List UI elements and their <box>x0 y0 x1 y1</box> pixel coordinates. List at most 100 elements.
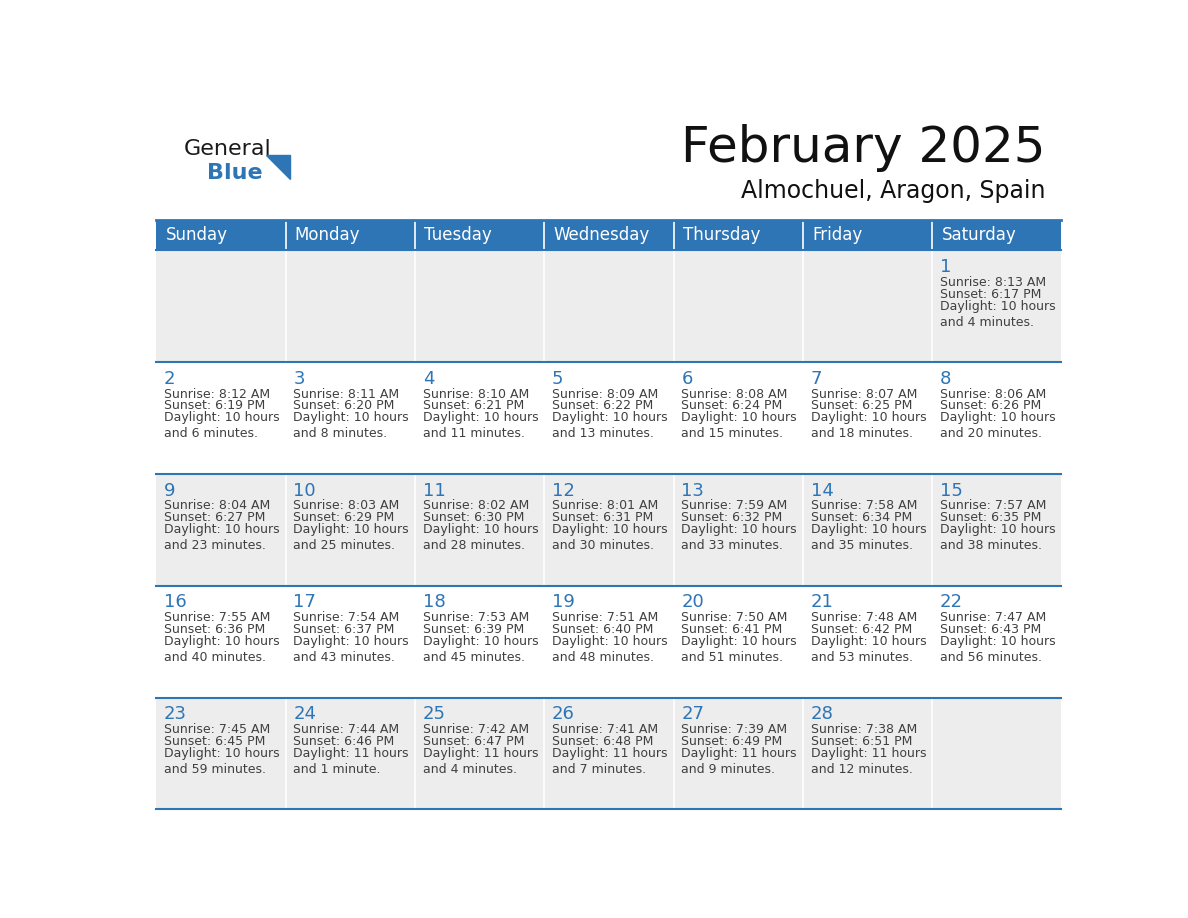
Text: Daylight: 10 hours
and 6 minutes.: Daylight: 10 hours and 6 minutes. <box>164 411 279 441</box>
Text: Daylight: 10 hours
and 13 minutes.: Daylight: 10 hours and 13 minutes. <box>552 411 668 441</box>
Text: 15: 15 <box>940 482 962 499</box>
Text: Sunset: 6:42 PM: Sunset: 6:42 PM <box>810 623 912 636</box>
Text: Almochuel, Aragon, Spain: Almochuel, Aragon, Spain <box>741 179 1045 204</box>
Text: Sunrise: 7:55 AM: Sunrise: 7:55 AM <box>164 611 271 624</box>
Text: Daylight: 11 hours
and 9 minutes.: Daylight: 11 hours and 9 minutes. <box>681 747 797 776</box>
Text: Sunrise: 8:01 AM: Sunrise: 8:01 AM <box>552 499 658 512</box>
Text: Saturday: Saturday <box>941 226 1016 244</box>
Text: Daylight: 10 hours
and 35 minutes.: Daylight: 10 hours and 35 minutes. <box>810 523 927 553</box>
Text: Daylight: 10 hours
and 33 minutes.: Daylight: 10 hours and 33 minutes. <box>681 523 797 553</box>
Text: Sunrise: 7:39 AM: Sunrise: 7:39 AM <box>681 723 788 736</box>
Text: Wednesday: Wednesday <box>554 226 650 244</box>
Text: Daylight: 10 hours
and 48 minutes.: Daylight: 10 hours and 48 minutes. <box>552 635 668 664</box>
Text: Sunrise: 8:13 AM: Sunrise: 8:13 AM <box>940 275 1045 288</box>
Text: Daylight: 11 hours
and 7 minutes.: Daylight: 11 hours and 7 minutes. <box>552 747 668 776</box>
Text: Sunrise: 7:44 AM: Sunrise: 7:44 AM <box>293 723 399 736</box>
Text: Sunrise: 8:10 AM: Sunrise: 8:10 AM <box>423 387 529 400</box>
Text: 3: 3 <box>293 370 305 387</box>
Text: Sunset: 6:24 PM: Sunset: 6:24 PM <box>681 399 783 412</box>
Text: 18: 18 <box>423 593 446 611</box>
Text: Daylight: 10 hours
and 4 minutes.: Daylight: 10 hours and 4 minutes. <box>940 299 1055 329</box>
Text: February 2025: February 2025 <box>682 124 1045 172</box>
Text: 26: 26 <box>552 705 575 723</box>
Text: Daylight: 10 hours
and 23 minutes.: Daylight: 10 hours and 23 minutes. <box>164 523 279 553</box>
Text: Daylight: 11 hours
and 4 minutes.: Daylight: 11 hours and 4 minutes. <box>423 747 538 776</box>
Bar <box>157 698 1061 810</box>
Text: Daylight: 10 hours
and 28 minutes.: Daylight: 10 hours and 28 minutes. <box>423 523 538 553</box>
Text: 10: 10 <box>293 482 316 499</box>
Text: 12: 12 <box>552 482 575 499</box>
Text: 14: 14 <box>810 482 834 499</box>
Text: Sunrise: 7:58 AM: Sunrise: 7:58 AM <box>810 499 917 512</box>
Text: 7: 7 <box>810 370 822 387</box>
Text: Sunset: 6:22 PM: Sunset: 6:22 PM <box>552 399 653 412</box>
Text: 13: 13 <box>681 482 704 499</box>
Text: 21: 21 <box>810 593 834 611</box>
Text: Daylight: 10 hours
and 11 minutes.: Daylight: 10 hours and 11 minutes. <box>423 411 538 441</box>
Text: 6: 6 <box>681 370 693 387</box>
Text: General: General <box>183 139 271 159</box>
Text: Sunset: 6:46 PM: Sunset: 6:46 PM <box>293 735 394 748</box>
Text: Sunset: 6:39 PM: Sunset: 6:39 PM <box>423 623 524 636</box>
Bar <box>157 586 1061 698</box>
Text: Daylight: 11 hours
and 12 minutes.: Daylight: 11 hours and 12 minutes. <box>810 747 927 776</box>
Text: 23: 23 <box>164 705 187 723</box>
Text: Blue: Blue <box>207 163 263 184</box>
Text: Sunset: 6:30 PM: Sunset: 6:30 PM <box>423 511 524 524</box>
Text: Sunset: 6:45 PM: Sunset: 6:45 PM <box>164 735 265 748</box>
Text: 8: 8 <box>940 370 952 387</box>
Text: Sunday: Sunday <box>165 226 228 244</box>
Text: Sunrise: 8:08 AM: Sunrise: 8:08 AM <box>681 387 788 400</box>
Bar <box>674 219 803 251</box>
Text: Sunrise: 8:06 AM: Sunrise: 8:06 AM <box>940 387 1047 400</box>
Bar <box>157 362 1061 474</box>
Text: Sunrise: 8:03 AM: Sunrise: 8:03 AM <box>293 499 399 512</box>
Bar <box>803 219 933 251</box>
Text: 19: 19 <box>552 593 575 611</box>
Text: 9: 9 <box>164 482 176 499</box>
Text: Sunset: 6:48 PM: Sunset: 6:48 PM <box>552 735 653 748</box>
Text: Sunset: 6:34 PM: Sunset: 6:34 PM <box>810 511 912 524</box>
Text: Monday: Monday <box>295 226 360 244</box>
Text: 24: 24 <box>293 705 316 723</box>
Bar <box>544 219 674 251</box>
Text: Sunset: 6:20 PM: Sunset: 6:20 PM <box>293 399 394 412</box>
Text: 22: 22 <box>940 593 963 611</box>
Text: Sunset: 6:40 PM: Sunset: 6:40 PM <box>552 623 653 636</box>
Text: Daylight: 10 hours
and 38 minutes.: Daylight: 10 hours and 38 minutes. <box>940 523 1055 553</box>
Text: Sunrise: 7:59 AM: Sunrise: 7:59 AM <box>681 499 788 512</box>
Text: Daylight: 10 hours
and 40 minutes.: Daylight: 10 hours and 40 minutes. <box>164 635 279 664</box>
Text: 5: 5 <box>552 370 563 387</box>
Text: 17: 17 <box>293 593 316 611</box>
Bar <box>415 219 544 251</box>
Text: Sunset: 6:47 PM: Sunset: 6:47 PM <box>423 735 524 748</box>
Text: 27: 27 <box>681 705 704 723</box>
Text: Daylight: 10 hours
and 43 minutes.: Daylight: 10 hours and 43 minutes. <box>293 635 409 664</box>
Text: 1: 1 <box>940 258 952 276</box>
Text: Daylight: 10 hours
and 45 minutes.: Daylight: 10 hours and 45 minutes. <box>423 635 538 664</box>
Text: Daylight: 10 hours
and 15 minutes.: Daylight: 10 hours and 15 minutes. <box>681 411 797 441</box>
Text: Sunset: 6:29 PM: Sunset: 6:29 PM <box>293 511 394 524</box>
Text: Sunset: 6:32 PM: Sunset: 6:32 PM <box>681 511 783 524</box>
Text: Daylight: 10 hours
and 30 minutes.: Daylight: 10 hours and 30 minutes. <box>552 523 668 553</box>
Text: Tuesday: Tuesday <box>424 226 492 244</box>
Text: Daylight: 10 hours
and 25 minutes.: Daylight: 10 hours and 25 minutes. <box>293 523 409 553</box>
Text: Sunset: 6:25 PM: Sunset: 6:25 PM <box>810 399 912 412</box>
Text: Sunset: 6:27 PM: Sunset: 6:27 PM <box>164 511 265 524</box>
Text: Sunrise: 8:02 AM: Sunrise: 8:02 AM <box>423 499 529 512</box>
Text: Sunrise: 7:42 AM: Sunrise: 7:42 AM <box>423 723 529 736</box>
Text: Sunset: 6:41 PM: Sunset: 6:41 PM <box>681 623 783 636</box>
Text: Friday: Friday <box>813 226 862 244</box>
Text: 20: 20 <box>681 593 704 611</box>
Text: 28: 28 <box>810 705 834 723</box>
Text: Sunrise: 7:57 AM: Sunrise: 7:57 AM <box>940 499 1047 512</box>
Text: Sunrise: 7:54 AM: Sunrise: 7:54 AM <box>293 611 399 624</box>
Text: Sunrise: 7:53 AM: Sunrise: 7:53 AM <box>423 611 529 624</box>
Text: Sunset: 6:17 PM: Sunset: 6:17 PM <box>940 287 1041 301</box>
Bar <box>157 219 285 251</box>
Text: Sunset: 6:35 PM: Sunset: 6:35 PM <box>940 511 1041 524</box>
Text: Sunset: 6:43 PM: Sunset: 6:43 PM <box>940 623 1041 636</box>
Text: Daylight: 10 hours
and 18 minutes.: Daylight: 10 hours and 18 minutes. <box>810 411 927 441</box>
Text: Sunset: 6:49 PM: Sunset: 6:49 PM <box>681 735 783 748</box>
Text: Sunrise: 8:07 AM: Sunrise: 8:07 AM <box>810 387 917 400</box>
